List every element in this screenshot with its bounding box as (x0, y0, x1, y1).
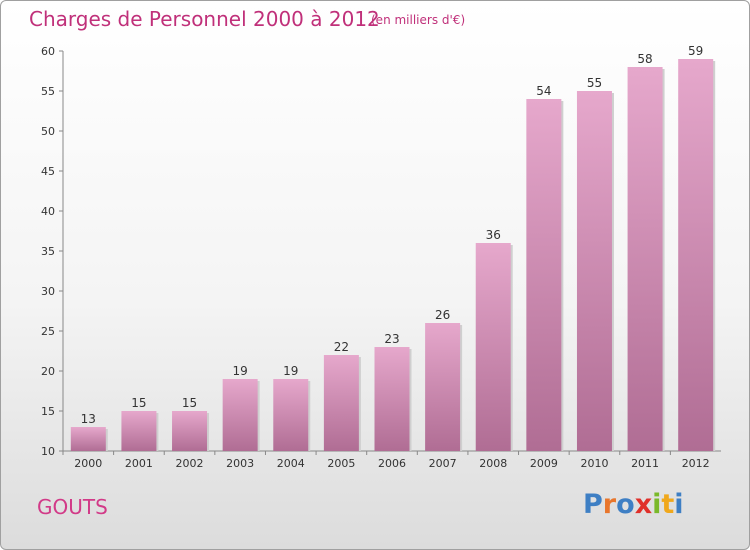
logo-letter: x (634, 489, 653, 520)
x-tick-label: 2000 (74, 457, 102, 470)
bar-value-label: 19 (283, 364, 298, 378)
x-tick-label: 2001 (125, 457, 153, 470)
bar-value-label: 58 (637, 52, 652, 66)
x-tick-label: 2010 (580, 457, 608, 470)
chart-title: Charges de Personnel 2000 à 2012 (29, 7, 380, 31)
x-tick-label: 2003 (226, 457, 254, 470)
logo-letter: r (602, 489, 617, 520)
bar-value-label: 22 (334, 340, 349, 354)
logo-letter: t (661, 489, 675, 520)
y-tick-label: 45 (41, 165, 55, 178)
bar-2005 (323, 355, 359, 451)
x-tick-label: 2007 (429, 457, 457, 470)
bar-value-label: 59 (688, 44, 703, 58)
y-tick-label: 20 (41, 365, 55, 378)
bar-2010 (576, 91, 612, 451)
x-tick-label: 2006 (378, 457, 406, 470)
bar-2001 (121, 411, 157, 451)
bar-value-label: 23 (384, 332, 399, 346)
bar-2009 (526, 99, 562, 451)
y-tick-label: 60 (41, 45, 55, 58)
logo-letter: o (616, 489, 635, 520)
y-tick-label: 35 (41, 245, 55, 258)
x-tick-label: 2008 (479, 457, 507, 470)
chart-subtitle: (en milliers d'€) (371, 13, 466, 27)
x-tick-label: 2002 (176, 457, 204, 470)
bar-2000 (70, 427, 106, 451)
bars: 13 15 15 19 19 22 23 26 36 54 55 58 59 (70, 44, 716, 451)
y-tick-label: 25 (41, 325, 55, 338)
x-tick-label: 2012 (682, 457, 710, 470)
proxiti-logo: Proxiti (583, 489, 684, 520)
y-tick-label: 15 (41, 405, 55, 418)
y-tick-label: 40 (41, 205, 55, 218)
bar-2006 (374, 347, 410, 451)
bar-value-label: 13 (81, 412, 96, 426)
y-tick-label: 50 (41, 125, 55, 138)
logo-letter: P (583, 489, 603, 520)
bar-value-label: 15 (131, 396, 146, 410)
y-tick-label: 10 (41, 445, 55, 458)
y-tick-label: 30 (41, 285, 55, 298)
bar-2002 (172, 411, 208, 451)
commune-name: GOUTS (37, 495, 108, 519)
x-tick-label: 2005 (327, 457, 355, 470)
axes: 10 15 20 25 30 35 40 45 50 55 60 2000 2001 2002 2003 20… (41, 45, 721, 470)
x-tick-label: 2009 (530, 457, 558, 470)
x-tick-label: 2011 (631, 457, 659, 470)
bar-2012 (678, 59, 714, 451)
bar-2008 (475, 243, 511, 451)
bar-2011 (627, 67, 663, 451)
bar-value-label: 36 (486, 228, 501, 242)
bar-2007 (425, 323, 461, 451)
bar-value-label: 26 (435, 308, 450, 322)
x-tick-label: 2004 (277, 457, 305, 470)
bar-2003 (222, 379, 258, 451)
bar-2004 (273, 379, 309, 451)
bar-value-label: 55 (587, 76, 602, 90)
y-tick-label: 55 (41, 85, 55, 98)
bar-value-label: 19 (233, 364, 248, 378)
logo-letter: i (674, 489, 684, 520)
logo-letter: i (652, 489, 662, 520)
bar-value-label: 54 (536, 84, 551, 98)
bar-value-label: 15 (182, 396, 197, 410)
